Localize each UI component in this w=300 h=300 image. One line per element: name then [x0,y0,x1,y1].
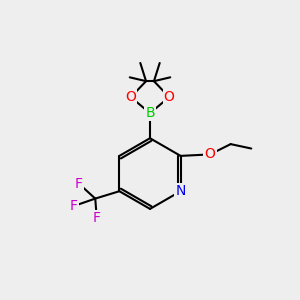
Text: F: F [93,211,101,225]
Text: F: F [75,177,83,191]
Text: O: O [164,90,175,104]
Text: B: B [145,106,155,120]
Text: N: N [176,184,186,198]
Text: O: O [205,147,215,161]
Text: O: O [125,90,136,104]
Text: F: F [70,199,78,213]
